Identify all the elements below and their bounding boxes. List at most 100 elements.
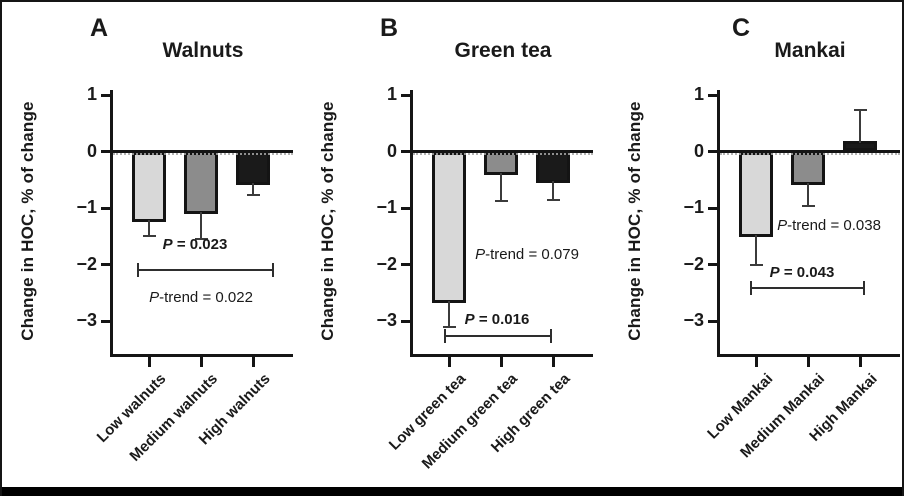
error-bar-cap [853,109,867,112]
bar-medium-walnuts [184,151,218,214]
panel-title: Mankai [774,39,846,62]
zero-gridline-dotted [720,153,900,155]
panel-letter: B [380,14,399,42]
significance-bracket [750,287,865,289]
zero-line [720,150,900,153]
x-tick-mark [251,357,255,367]
y-tick-mark [401,319,410,323]
y-tick-label: 1 [86,84,97,104]
zero-line [413,150,593,153]
x-tick-mark [806,357,810,367]
significance-bracket [444,335,552,337]
y-tick-label: −3 [376,310,397,330]
y-axis-label: Change in HOC, % of change [18,101,37,341]
p-value-label: P = 0.023 [162,236,228,253]
y-tick-label: 1 [386,84,397,104]
bar-medium-mankai [791,151,825,186]
y-tick-label: 0 [693,140,704,161]
error-bar-low-green-tea [448,300,450,327]
error-bar-cap [442,325,456,328]
p-trend-label: P-trend = 0.022 [149,289,253,306]
p-value-label: P = 0.043 [769,264,835,281]
bar-low-walnuts [132,151,166,223]
panel-b: B Green tea Change in HOC, % of change 1 0 −1… [302,2,602,489]
y-tick-label: −3 [76,310,97,330]
error-bar-cap [246,194,260,196]
error-bar-high-green-tea [552,180,554,200]
error-bar-cap [142,235,156,238]
x-tick-mark [199,357,203,367]
panel-a: A Walnuts Change in HOC, % of change 1 0 −1 −2… [2,2,302,489]
y-tick-label: −2 [76,253,97,274]
y-tick-label: −1 [683,197,704,217]
y-tick-mark [708,319,717,323]
p-value-label: P = 0.016 [464,311,530,328]
y-axis-label: Change in HOC, % of change [318,101,337,341]
significance-bracket-cap-left [750,281,752,295]
y-tick-label: −3 [683,310,704,330]
y-tick-label: −2 [376,253,397,274]
y-tick-label: 0 [386,140,397,161]
plot-area: 1 0 −1 −2 −3 P = 0.016 P-trend = 0.079 [376,84,593,367]
error-bar-high-mankai [859,110,861,144]
error-bar-high-walnuts [252,183,254,195]
bar-medium-green-tea [484,151,518,176]
x-tick-label-medium-green-tea: Medium green tea [419,370,522,473]
p-trend-label: P-trend = 0.038 [777,217,881,234]
zero-gridline-dotted [413,153,593,155]
y-axis-label: Change in HOC, % of change [625,101,644,341]
bar-high-green-tea [536,151,570,183]
p-trend-label: P-trend = 0.079 [475,246,579,263]
y-tick-mark [401,206,410,210]
y-tick-label: 1 [693,84,704,104]
panel-title: Walnuts [162,39,244,62]
panel-letter: C [732,14,751,42]
x-tick-mark [858,357,862,367]
y-tick-mark [401,93,410,97]
y-tick-mark [101,150,110,153]
y-tick-label: 0 [86,140,97,161]
x-tick-mark [499,357,503,367]
error-bar-cap [749,263,763,266]
figure-bottom-rule [2,487,902,496]
y-tick-label: −2 [683,253,704,274]
significance-bracket [137,269,274,271]
error-bar-medium-green-tea [500,173,502,201]
plot-area: 1 0 −1 −2 −3 P = 0.043 P-trend = 0.038 [683,84,900,367]
bar-low-green-tea [432,151,466,303]
error-bar-low-mankai [755,235,757,265]
y-tick-mark [101,206,110,210]
significance-bracket-cap-right [272,263,274,277]
y-tick-mark [708,206,717,210]
error-bar-medium-walnuts [200,211,202,240]
error-bar-low-walnuts [148,220,150,237]
x-tick-mark [147,357,151,367]
panel-c: C Mankai Change in HOC, % of change 1 0 −1 −2 −… [609,2,902,489]
error-bar-cap [494,199,508,202]
bar-high-walnuts [236,151,270,186]
significance-bracket-cap-right [550,329,552,343]
panel-title: Green tea [454,39,552,62]
y-tick-mark [401,263,410,266]
zero-line [113,150,293,153]
y-tick-label: −1 [376,197,397,217]
significance-bracket-cap-right [863,281,865,295]
x-tick-mark [754,357,758,367]
bar-low-mankai [739,151,773,238]
error-bar-cap [546,198,560,201]
y-tick-mark [101,319,110,323]
y-tick-mark [708,93,717,97]
significance-bracket-cap-left [137,263,139,277]
y-tick-mark [101,93,110,97]
y-tick-mark [708,150,717,153]
zero-gridline-dotted [113,153,293,155]
y-tick-mark [708,263,717,266]
error-bar-cap [194,238,208,241]
y-tick-mark [101,263,110,266]
error-bar-cap [801,205,815,208]
y-tick-mark [401,150,410,153]
y-tick-label: −1 [76,197,97,217]
x-tick-mark [551,357,555,367]
plot-area: 1 0 −1 −2 −3 P = 0.023 P-trend = 0.022 [76,84,293,367]
